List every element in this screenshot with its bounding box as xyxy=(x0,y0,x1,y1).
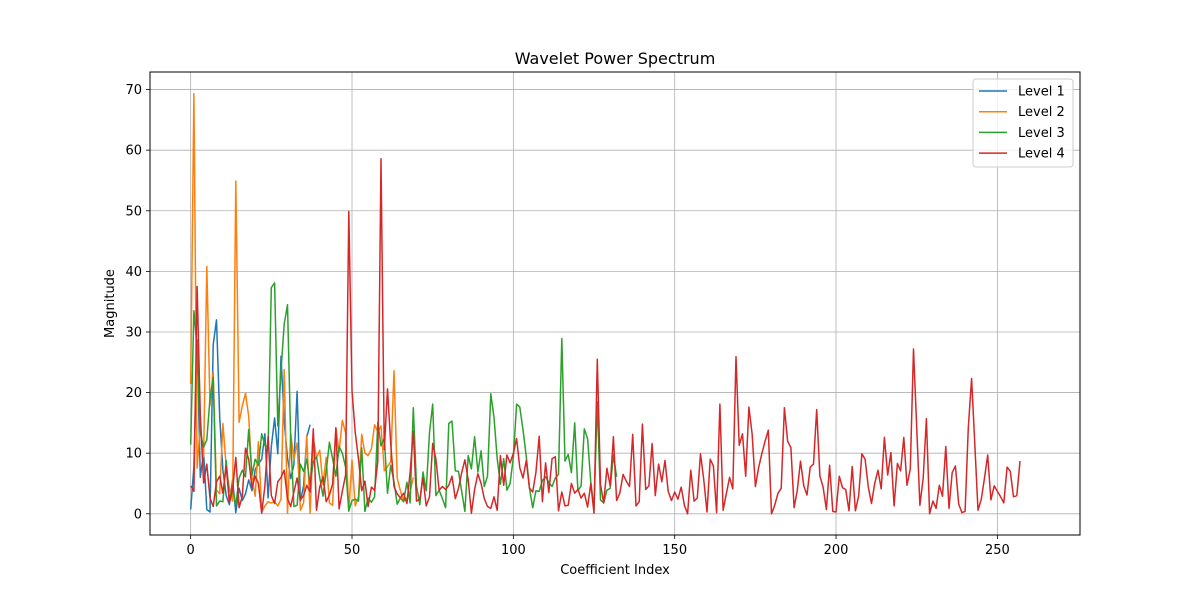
y-axis-label: Magnitude xyxy=(103,269,118,338)
x-tick-label: 150 xyxy=(662,543,687,558)
y-tick-label: 60 xyxy=(125,144,142,159)
y-tick-label: 30 xyxy=(125,325,142,340)
x-tick-label: 0 xyxy=(187,543,195,558)
plot-area xyxy=(149,71,1081,536)
x-tick-label: 200 xyxy=(824,543,849,558)
x-tick-label: 100 xyxy=(501,543,526,558)
series-line-level-1 xyxy=(189,319,311,514)
y-tick-label: 10 xyxy=(125,447,142,462)
legend-box xyxy=(972,78,1074,168)
y-tick-label: 40 xyxy=(125,265,142,280)
y-tick-label: 50 xyxy=(125,204,142,219)
legend-label: Level 4 xyxy=(1018,147,1065,162)
x-tick-label: 250 xyxy=(985,543,1010,558)
legend-label: Level 2 xyxy=(1018,105,1065,120)
legend-label: Level 3 xyxy=(1018,126,1065,141)
legend: Level 1 Level 2 Level 3 Level 4 xyxy=(972,78,1074,168)
series-group xyxy=(189,93,1021,515)
x-axis-label: Coefficient Index xyxy=(560,563,670,578)
x-axis: 0 50 100 150 200 250 xyxy=(187,535,1010,558)
chart-title: Wavelet Power Spectrum xyxy=(515,49,716,68)
y-tick-label: 0 xyxy=(134,507,142,522)
y-tick-label: 20 xyxy=(125,386,142,401)
x-tick-label: 50 xyxy=(344,543,361,558)
y-tick-label: 70 xyxy=(125,83,142,98)
legend-label: Level 1 xyxy=(1018,85,1065,100)
series-line-level-4 xyxy=(190,157,1021,515)
series-line-level-3 xyxy=(189,282,618,513)
y-axis: 0 10 20 30 40 50 60 70 xyxy=(125,83,150,522)
